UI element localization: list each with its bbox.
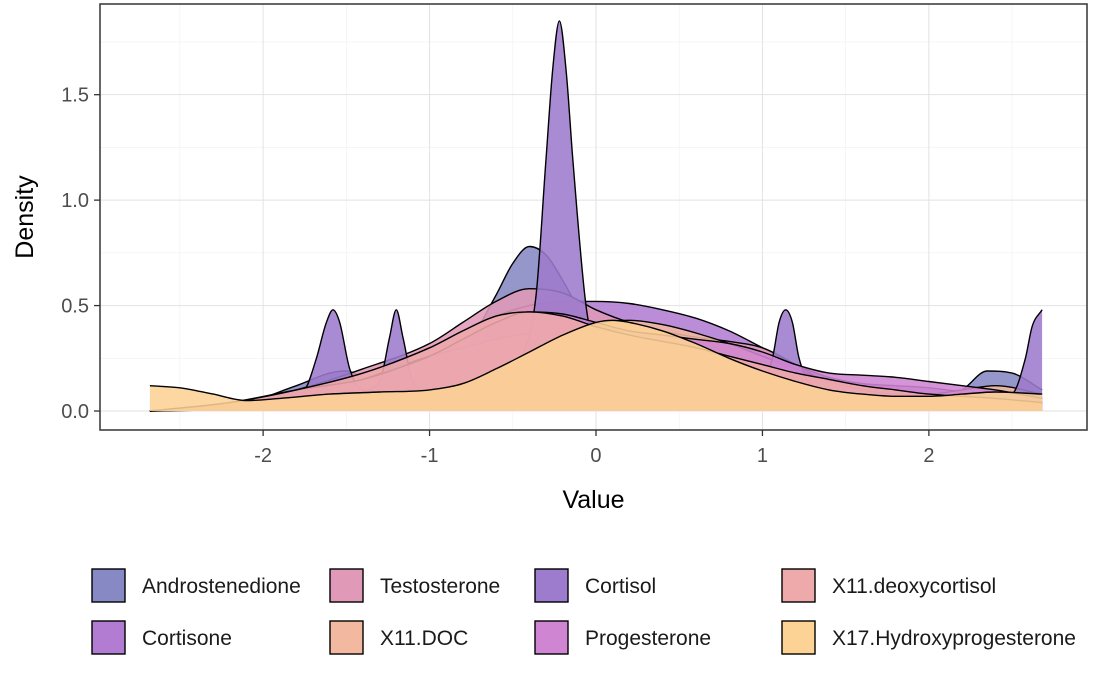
legend-item-progesterone: Progesterone xyxy=(535,621,711,654)
y-axis-ticks: 0.0 0.5 1.0 1.5 xyxy=(61,85,100,423)
legend-swatch xyxy=(535,569,568,602)
x-tick-label: -2 xyxy=(254,445,272,467)
legend-label: Androstenedione xyxy=(142,575,301,598)
y-tick-label: 0.5 xyxy=(61,296,89,318)
legend-item-x17-hydroxyprogesterone: X17.Hydroxyprogesterone xyxy=(782,621,1076,654)
y-axis-title: Density xyxy=(11,175,39,259)
x-tick-label: -1 xyxy=(421,445,439,467)
x-axis-title: Value xyxy=(562,486,624,514)
legend-item-cortisone: Cortisone xyxy=(92,621,232,654)
legend: Androstenedione Cortisone Testosterone X11.… xyxy=(92,569,1076,654)
legend-label: X11.DOC xyxy=(380,627,468,650)
x-axis-ticks: -2 -1 0 1 2 xyxy=(254,430,934,467)
legend-label: Testosterone xyxy=(380,575,500,598)
legend-item-testosterone: Testosterone xyxy=(330,569,500,602)
legend-swatch xyxy=(330,569,363,602)
y-tick-label: 1.5 xyxy=(61,85,89,107)
legend-item-androstenedione: Androstenedione xyxy=(92,569,301,602)
legend-swatch xyxy=(535,621,568,654)
legend-item-x11-deoxycortisol: X11.deoxycortisol xyxy=(782,569,996,602)
legend-swatch xyxy=(782,569,815,602)
x-tick-label: 0 xyxy=(590,445,601,467)
legend-item-x11-doc: X11.DOC xyxy=(330,621,468,654)
legend-label: X11.deoxycortisol xyxy=(832,575,996,598)
legend-swatch xyxy=(92,569,125,602)
legend-label: Cortisone xyxy=(142,627,232,650)
x-tick-label: 2 xyxy=(923,445,934,467)
legend-swatch xyxy=(92,621,125,654)
legend-item-cortisol: Cortisol xyxy=(535,569,656,602)
legend-label: Cortisol xyxy=(585,575,656,598)
legend-label: Progesterone xyxy=(585,627,711,650)
y-tick-label: 1.0 xyxy=(61,190,89,212)
legend-swatch xyxy=(782,621,815,654)
y-tick-label: 0.0 xyxy=(61,401,89,423)
legend-label: X17.Hydroxyprogesterone xyxy=(832,627,1076,650)
x-tick-label: 1 xyxy=(757,445,768,467)
legend-swatch xyxy=(330,621,363,654)
